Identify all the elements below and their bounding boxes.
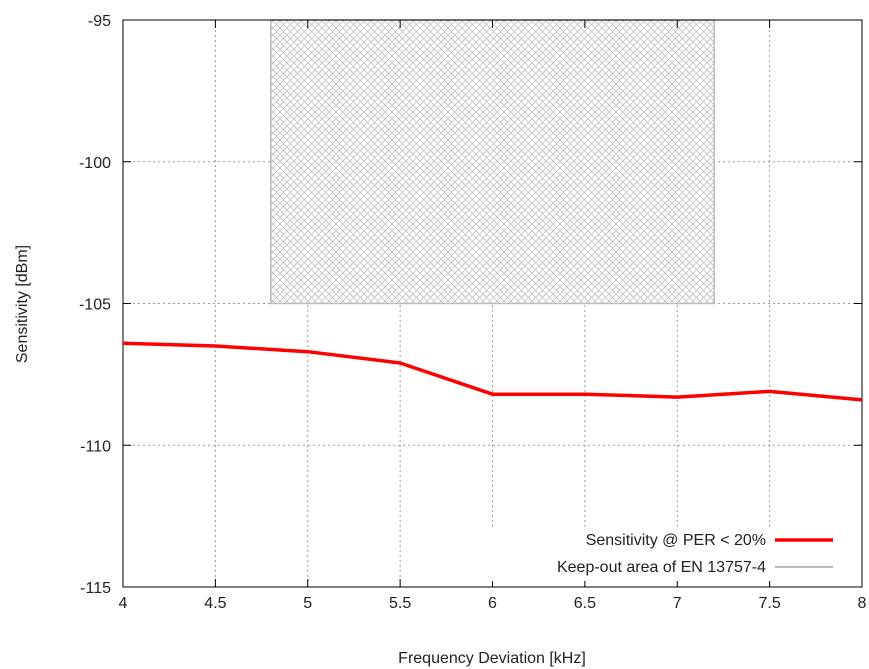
x-tick-label: 7.5 bbox=[759, 595, 781, 612]
legend-label-series: Sensitivity @ PER < 20% bbox=[586, 532, 766, 549]
x-tick-label: 5.5 bbox=[389, 595, 411, 612]
grid bbox=[123, 20, 862, 587]
x-tick-label: 4.5 bbox=[204, 595, 226, 612]
legend-bg bbox=[455, 527, 839, 581]
y-tick-label: -95 bbox=[88, 13, 111, 30]
y-tick-label: -115 bbox=[80, 580, 111, 597]
x-axis-label: Frequency Deviation [kHz] bbox=[398, 650, 586, 667]
tick-labels: 4 4.5 5 5.5 6 6.5 7 7.5 8 -95 -100 -105 -110 -115 bbox=[79, 13, 867, 612]
y-tick-label: -105 bbox=[79, 297, 111, 314]
y-tick-label: -110 bbox=[80, 438, 111, 455]
x-tick-label: 5 bbox=[303, 595, 312, 612]
legend-label-region: Keep-out area of EN 13757-4 bbox=[557, 559, 766, 576]
y-tick-label: -100 bbox=[79, 155, 111, 172]
x-tick-label: 6.5 bbox=[574, 595, 596, 612]
y-axis-label: Sensitivity [dBm] bbox=[14, 245, 31, 363]
keep-out-region bbox=[270, 19, 715, 305]
keep-out-region-layer bbox=[270, 19, 715, 305]
x-tick-label: 8 bbox=[858, 595, 867, 612]
x-tick-label: 4 bbox=[119, 595, 128, 612]
series-line bbox=[122, 341, 863, 402]
series-layer bbox=[122, 341, 863, 402]
legend: Sensitivity @ PER < 20% Keep-out area of … bbox=[455, 527, 839, 581]
x-tick-label: 7 bbox=[673, 595, 682, 612]
x-tick-label: 6 bbox=[488, 595, 497, 612]
